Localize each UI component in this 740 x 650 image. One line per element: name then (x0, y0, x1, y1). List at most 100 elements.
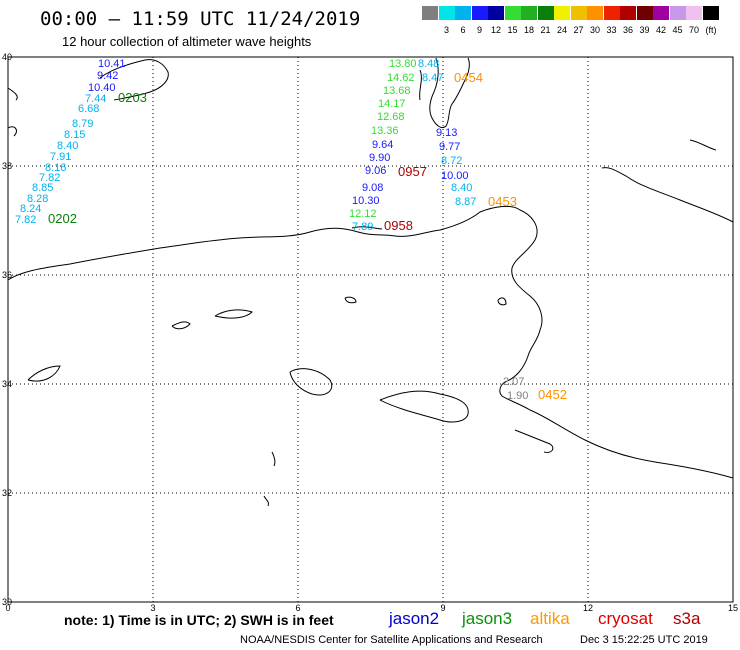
map-subtitle: 12 hour collection of altimeter wave hei… (62, 34, 312, 49)
note-text: note: 1) Time is in UTC; 2) SWH is in fe… (64, 612, 334, 628)
coastline-island-a (171, 321, 191, 330)
coastline-islet-h (271, 451, 276, 467)
lat-tick-label: 32 (2, 488, 12, 498)
coastline-island-g (514, 429, 554, 453)
pass-time-label: 0453 (488, 194, 517, 209)
pass-time-label: 0454 (454, 70, 483, 85)
swh-value: 12.68 (377, 111, 405, 123)
lon-tick-label: 15 (728, 603, 738, 613)
coastline-island-e (344, 296, 357, 304)
swh-value: 9.64 (372, 139, 393, 151)
swh-value: 8.40 (451, 182, 472, 194)
swh-value: 8.15 (64, 129, 85, 141)
swh-value: 9.08 (362, 182, 383, 194)
swh-value: 13.36 (371, 125, 399, 137)
lat-tick-label: 34 (2, 379, 12, 389)
satellite-name: cryosat (598, 609, 653, 628)
swh-value: 10.00 (441, 170, 469, 182)
legend-swatch (521, 6, 537, 20)
satellite-name: altika (530, 609, 570, 628)
swh-value: 1.90 (507, 390, 528, 402)
legend-label: 6 (460, 25, 466, 35)
coastline-north-africa (7, 205, 734, 479)
lat-tick-label: 38 (2, 161, 12, 171)
legend-swatch (603, 6, 620, 20)
satellite-name: jason3 (462, 609, 513, 628)
coastline-island-c (289, 368, 333, 396)
legend-swatch (570, 6, 587, 20)
pass-time-label: 0203 (118, 90, 147, 105)
legend-label: 27 (573, 25, 584, 35)
swh-value: 14.17 (378, 98, 406, 110)
coastline-balearic (99, 59, 169, 101)
swh-value: 9.06 (365, 165, 386, 177)
swh-value: 6.68 (78, 103, 99, 115)
swh-value: 10.30 (352, 195, 380, 207)
swh-value: 9.42 (97, 70, 118, 82)
legend-label: 3 (443, 25, 449, 35)
swh-value: 9.90 (369, 152, 390, 164)
swh-value: 8.79 (72, 118, 93, 130)
coastline-malta (689, 139, 717, 151)
swh-value: 13.80 (389, 58, 417, 70)
swh-value: 8.24 (20, 203, 41, 215)
pass-time-label: 0958 (384, 218, 413, 233)
pass-time-label: 0202 (48, 211, 77, 226)
legend-unit: (ft) (705, 25, 717, 35)
legend-label: 21 (540, 25, 551, 35)
legend-label: 70 (688, 25, 699, 35)
legend-swatch (653, 6, 669, 20)
coastline-sicily-north (351, 226, 383, 230)
legend-swatch (702, 6, 719, 20)
lon-tick-label: 0 (5, 603, 10, 613)
swh-value: 7.89 (352, 221, 373, 233)
swh-value: 7.44 (85, 93, 106, 105)
coastlines (7, 57, 734, 507)
swh-value: 8.47 (422, 72, 443, 84)
legend-label: 18 (523, 25, 534, 35)
legend-swatch (554, 6, 570, 20)
coastline-island-b (214, 309, 253, 319)
lon-tick-label: 3 (150, 603, 155, 613)
legend-label: 42 (655, 25, 666, 35)
swh-value: 8.48 (418, 58, 439, 70)
lon-tick-label: 9 (440, 603, 445, 613)
legend-label: 12 (490, 25, 501, 35)
legend-swatch (422, 6, 438, 20)
lon-tick-label: 12 (583, 603, 593, 613)
legend-label: 24 (556, 25, 567, 35)
legend-label: 15 (507, 25, 518, 35)
swh-value: 8.40 (57, 140, 78, 152)
graticule (8, 57, 733, 602)
legend-swatch (636, 6, 653, 20)
satellite-name: s3a (673, 609, 701, 628)
legend-swatch (471, 6, 488, 20)
legend-swatch (455, 6, 471, 20)
legend-swatch (504, 6, 521, 20)
legend-label: 39 (639, 25, 650, 35)
legend-swatch (587, 6, 603, 20)
map-frame (7, 56, 734, 603)
pass-time-label: 0957 (398, 164, 427, 179)
legend-label: 30 (589, 25, 600, 35)
coastline-libya-gulf (379, 390, 469, 423)
map-title: 00:00 – 11:59 UTC 11/24/2019 (40, 8, 361, 30)
swh-value: 8.87 (455, 196, 476, 208)
pass-time-label: 0452 (538, 387, 567, 402)
legend-label: 33 (606, 25, 617, 35)
satellite-name: jason2 (389, 609, 440, 628)
legend-swatch (488, 6, 504, 20)
coastline-italy-toe (419, 69, 422, 101)
legend-label: 9 (476, 25, 482, 35)
credit-date: Dec 3 15:22:25 UTC 2019 (580, 634, 708, 646)
coastline-island-d (27, 365, 61, 382)
legend-swatch (537, 6, 554, 20)
swh-value: 8.72 (441, 155, 462, 167)
swh-value: 12.12 (349, 208, 377, 220)
coastline-island-f (497, 297, 507, 306)
lat-tick-label: 36 (2, 270, 12, 280)
swh-value: 9.77 (439, 141, 460, 153)
legend-swatch (669, 6, 686, 20)
coastline-sardinia-strip (429, 57, 470, 129)
